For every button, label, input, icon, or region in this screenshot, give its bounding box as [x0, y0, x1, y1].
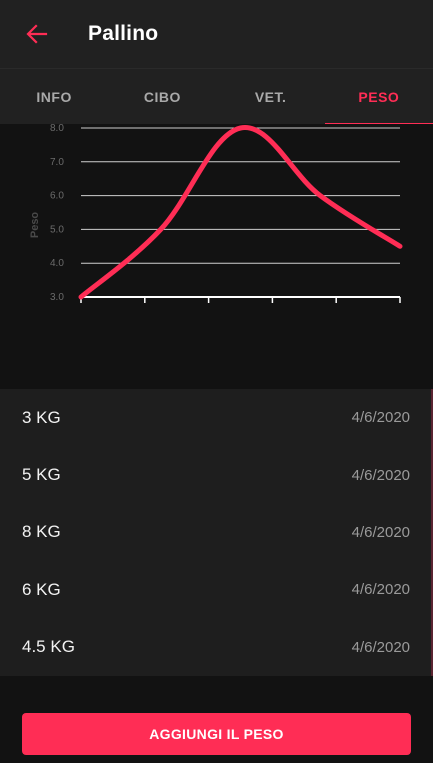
back-button[interactable] [22, 19, 52, 49]
weight-list: 3 KG 4/6/2020 5 KG 4/6/2020 8 KG 4/6/202… [0, 389, 433, 676]
weight-value: 3 KG [22, 407, 61, 427]
y-tick-label: 4.0 [50, 258, 64, 269]
y-tick-label: 5.0 [50, 224, 64, 235]
weight-date: 4/6/2020 [351, 581, 410, 599]
list-item[interactable]: 4.5 KG 4/6/2020 [0, 619, 431, 676]
y-axis-label: Peso [29, 212, 41, 239]
tab-bar: INFO CIBO VET. PESO [0, 68, 433, 125]
list-item[interactable]: 8 KG 4/6/2020 [0, 504, 431, 561]
list-item[interactable]: 6 KG 4/6/2020 [0, 561, 431, 618]
y-tick-label: 8.0 [50, 124, 64, 134]
weight-chart: 3.0 4.0 5.0 6.0 7.0 8.0 Peso [0, 123, 433, 389]
list-item[interactable]: 3 KG 4/6/2020 [0, 389, 431, 446]
tab-vet[interactable]: VET. [254, 89, 287, 105]
y-tick-label: 3.0 [50, 292, 64, 303]
tab-peso[interactable]: PESO [324, 69, 433, 125]
list-item[interactable]: 5 KG 4/6/2020 [0, 446, 431, 503]
series-line [78, 125, 403, 300]
weight-date: 4/6/2020 [351, 409, 410, 427]
y-tick-label: 7.0 [50, 157, 64, 168]
app-bar: Pallino [0, 0, 433, 68]
y-tick-label: 6.0 [50, 191, 64, 202]
weight-value: 5 KG [22, 465, 61, 485]
arrow-left-icon [26, 24, 48, 44]
weight-date: 4/6/2020 [351, 466, 410, 484]
tab-cibo[interactable]: CIBO [143, 89, 181, 105]
weight-value: 8 KG [22, 522, 61, 542]
add-weight-button[interactable]: AGGIUNGI IL PESO [22, 713, 411, 755]
page-title: Pallino [88, 22, 159, 45]
weight-date: 4/6/2020 [351, 523, 410, 541]
weight-value: 4.5 KG [22, 637, 75, 657]
weight-chart-svg: 3.0 4.0 5.0 6.0 7.0 8.0 Peso [29, 123, 403, 303]
weight-value: 6 KG [22, 579, 61, 599]
tab-info[interactable]: INFO [36, 89, 72, 105]
weight-date: 4/6/2020 [351, 638, 410, 656]
